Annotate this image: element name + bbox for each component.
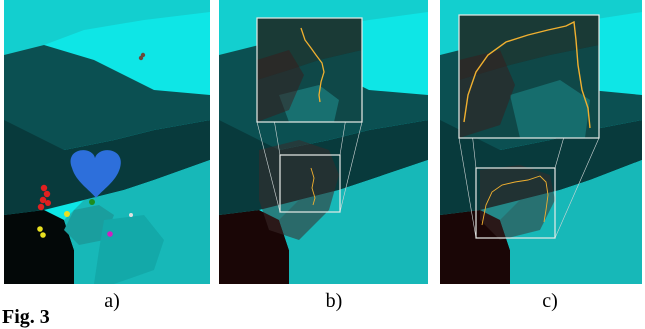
trace-zoomed [463, 20, 591, 129]
region-dark-band [4, 45, 210, 170]
segmentation-map-b [219, 0, 428, 284]
trace-zoomed [300, 27, 325, 103]
red-marker [40, 184, 48, 192]
brown-marker [140, 52, 146, 58]
panel-a [4, 0, 210, 284]
trace-small [310, 167, 316, 206]
trace-small [481, 175, 549, 226]
zoom-source-frame [279, 154, 341, 213]
yellow-marker [40, 232, 46, 238]
inset-region [510, 80, 590, 138]
panel-b-label: b) [325, 290, 343, 312]
panel-c-label: c) [542, 290, 558, 312]
tissue-overlay [480, 165, 555, 240]
white-marker [129, 213, 133, 217]
magenta-marker [107, 231, 113, 237]
panel-a-label: a) [104, 290, 120, 312]
zoom-inset-frame [256, 17, 363, 123]
connector-line [256, 121, 281, 213]
connector-line [339, 121, 363, 213]
panel-c [440, 0, 642, 284]
connector-line [554, 137, 600, 239]
yellow-marker [64, 211, 70, 217]
yellow-marker [37, 226, 43, 232]
inset-tissue [459, 50, 515, 138]
red-marker [37, 203, 45, 211]
figure-label: Fig. 3 [2, 306, 50, 328]
panel-b [219, 0, 428, 284]
segmentation-map-c [440, 0, 642, 284]
zoom-source-frame [475, 167, 556, 239]
red-marker [43, 190, 51, 198]
region-lower-teal [500, 160, 642, 284]
inset-tissue [257, 50, 304, 122]
segmentation-map-a [4, 0, 210, 284]
blue-blob [70, 150, 121, 198]
red-marker [45, 200, 51, 206]
region-top [4, 0, 210, 55]
green-marker [89, 199, 95, 205]
connector-line [458, 137, 477, 239]
region-lower-teal [279, 160, 428, 284]
zoom-inset-frame [458, 14, 600, 139]
red-marker [39, 196, 47, 204]
region-black [4, 210, 74, 284]
tissue-overlay [259, 140, 339, 240]
